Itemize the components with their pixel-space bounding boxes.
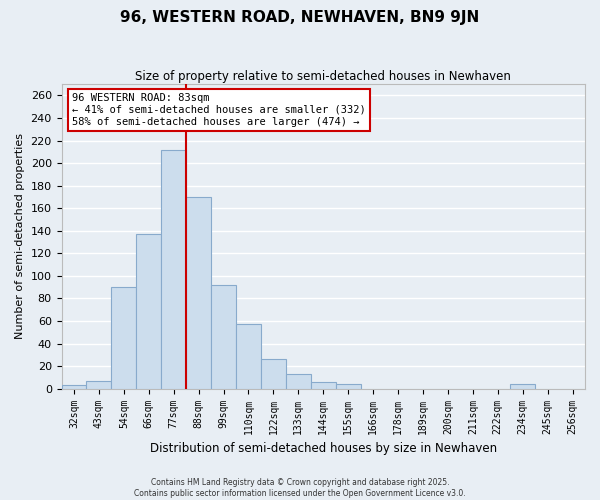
Text: Contains HM Land Registry data © Crown copyright and database right 2025.
Contai: Contains HM Land Registry data © Crown c… [134, 478, 466, 498]
Bar [186, 197, 211, 388]
Bar [510, 384, 535, 388]
Bar [236, 324, 261, 388]
Y-axis label: Number of semi-detached properties: Number of semi-detached properties [15, 134, 25, 340]
Bar [62, 386, 86, 388]
Bar [261, 360, 286, 388]
Bar [136, 234, 161, 388]
Text: 96 WESTERN ROAD: 83sqm
← 41% of semi-detached houses are smaller (332)
58% of se: 96 WESTERN ROAD: 83sqm ← 41% of semi-det… [72, 94, 366, 126]
Bar [112, 287, 136, 388]
Bar [311, 382, 336, 388]
Bar [86, 381, 112, 388]
Bar [211, 285, 236, 389]
Text: 96, WESTERN ROAD, NEWHAVEN, BN9 9JN: 96, WESTERN ROAD, NEWHAVEN, BN9 9JN [121, 10, 479, 25]
Title: Size of property relative to semi-detached houses in Newhaven: Size of property relative to semi-detach… [136, 70, 511, 83]
Bar [161, 150, 186, 388]
Bar [336, 384, 361, 388]
X-axis label: Distribution of semi-detached houses by size in Newhaven: Distribution of semi-detached houses by … [150, 442, 497, 455]
Bar [286, 374, 311, 388]
